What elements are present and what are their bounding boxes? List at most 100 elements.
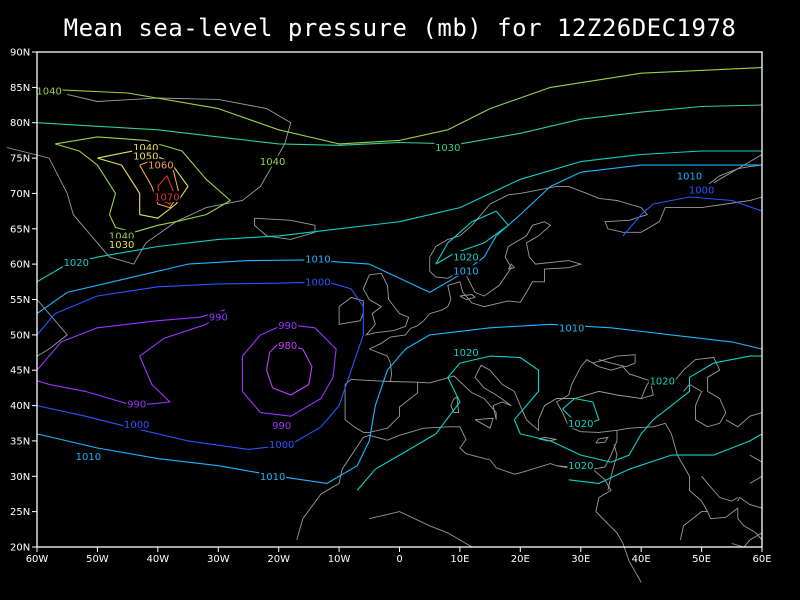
isobar-label-bg (452, 346, 480, 358)
coastline (707, 164, 763, 186)
isobar-label: 1020 (64, 258, 89, 269)
lat-label: 80N (10, 118, 30, 129)
isobar-line (241, 323, 337, 417)
coastline (592, 354, 636, 368)
coastline (595, 436, 609, 444)
isobar-label-bg (126, 398, 147, 410)
isobar-label-bg (271, 419, 292, 431)
lon-label: 40E (632, 554, 651, 565)
isobar-label: 1020 (650, 376, 675, 387)
coastline-layer (6, 93, 763, 583)
isobar-label: 1040 (260, 157, 285, 168)
isobar-label: 1010 (677, 171, 702, 182)
isobar-label: 1030 (109, 240, 134, 251)
isobar-label-bg (108, 229, 135, 241)
isobar-label: 990 (278, 321, 297, 332)
lat-label: 65N (10, 224, 30, 235)
coastline (459, 294, 476, 300)
lat-label: 90N (10, 48, 30, 59)
isobar-label-bg (558, 321, 586, 333)
isobar-label-bg (434, 141, 462, 153)
lon-label: 60W (26, 554, 49, 565)
lon-label: 30E (571, 554, 590, 565)
lon-label: 60E (752, 554, 771, 565)
isobar-label-bg (304, 253, 332, 265)
isobar-label-bg (108, 238, 135, 250)
isobar-label: 1040 (109, 231, 134, 242)
isobar-label: 1020 (453, 253, 478, 264)
isobar-label-bg (75, 450, 102, 462)
isobar-line (356, 355, 762, 491)
lat-label: 50N (10, 330, 30, 341)
isobar-label: 990 (272, 421, 291, 432)
isobar-label-bg (688, 183, 715, 195)
lat-label: 35N (10, 436, 30, 447)
lon-label: 40W (146, 554, 169, 565)
isobar-label-bg (452, 251, 480, 263)
isobar-label-bg (62, 256, 90, 268)
isobar-label: 990 (209, 313, 228, 324)
isobar-label: 1050 (133, 152, 158, 163)
coastline (616, 422, 763, 541)
lon-label: 50W (86, 554, 109, 565)
coastline (701, 476, 739, 502)
map-title: Mean sea-level pressure (mb) for 12Z26DE… (63, 14, 737, 42)
isobar-label: 1020 (453, 348, 478, 359)
lon-label: 10E (450, 554, 469, 565)
isobar-line (36, 281, 364, 450)
lat-label: 20N (10, 543, 30, 554)
isobar-label: 1000 (305, 277, 330, 288)
isobar-label: 1000 (689, 185, 714, 196)
isobar-line (36, 104, 763, 146)
lat-label: 60N (10, 260, 30, 271)
lat-label: 40N (10, 401, 30, 412)
isobar-label: 1000 (269, 440, 294, 451)
isobar-line (568, 433, 763, 484)
isobar-line (266, 342, 313, 396)
isobar-label-bg (648, 374, 676, 386)
lon-label: 30W (207, 554, 230, 565)
coastline (725, 412, 763, 428)
isobar-label-bg (259, 155, 286, 167)
coastline (344, 378, 419, 433)
coastline (369, 185, 763, 350)
coastline (474, 417, 494, 429)
coastline (731, 532, 763, 548)
isobar-label: 1020 (568, 461, 593, 472)
coastline (713, 154, 763, 184)
coastline (369, 348, 393, 382)
isobar-line (622, 196, 763, 237)
coastline (450, 396, 460, 414)
lat-label: 70N (10, 189, 30, 200)
isobar-label-bg (153, 191, 181, 202)
isobar-label: 1040 (133, 143, 158, 154)
isobar-label-bg (132, 150, 160, 161)
isobar-label-bg (147, 159, 175, 171)
coastline (679, 511, 708, 540)
isobar-label-bg (123, 418, 151, 430)
isobar-label-bg (277, 319, 298, 331)
axis-layer: 90N 85N 80N 75N 70N 65N 60N 55N 50N 45N 40N 35N 30N 2… (10, 48, 772, 566)
isobar-line (36, 150, 762, 283)
isobar-line (36, 309, 225, 407)
isobar-label: 980 (278, 341, 297, 352)
isobar-label-bg (452, 265, 480, 277)
lat-label: 75N (10, 154, 30, 165)
coastline (36, 299, 68, 357)
isobar-label: 1010 (559, 323, 584, 334)
isobar-line (36, 164, 762, 315)
isobar-label-bg (277, 339, 298, 351)
isobar-label: 1010 (260, 472, 285, 483)
coastline (362, 272, 410, 336)
lat-label: 30N (10, 472, 30, 483)
coastline (369, 511, 473, 548)
coastline (254, 217, 316, 240)
coastline (556, 465, 642, 583)
isobar-label: 1030 (435, 143, 460, 154)
coastline (737, 496, 763, 509)
isobar-label: 1020 (568, 419, 593, 430)
isobar-label-layer: 1040104010501060107010401030104010301020… (35, 84, 715, 483)
isobar-label: 990 (127, 400, 146, 411)
lon-label: 50E (692, 554, 711, 565)
